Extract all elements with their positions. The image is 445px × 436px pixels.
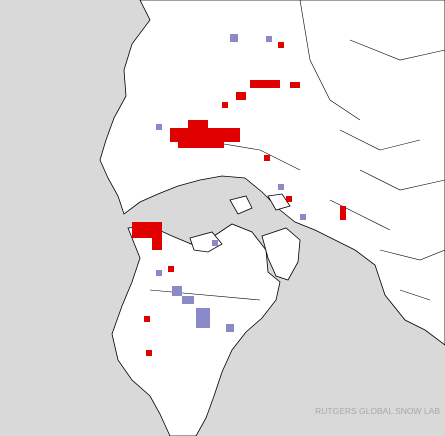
greenland xyxy=(261,227,301,281)
snow-cell xyxy=(168,266,174,272)
snow-cell xyxy=(300,214,306,220)
snow-cell xyxy=(178,140,224,148)
snow-cell xyxy=(146,350,152,356)
snow-cell xyxy=(156,124,162,130)
snow-cell xyxy=(264,155,270,161)
arctic-island xyxy=(189,231,223,253)
snow-cell xyxy=(156,270,162,276)
snow-cell xyxy=(340,206,346,220)
map-credit: RUTGERS GLOBAL SNOW LAB xyxy=(315,406,440,416)
eurasia xyxy=(99,0,445,346)
snow-cell xyxy=(266,36,272,42)
snow-cell xyxy=(222,102,228,108)
snow-cell xyxy=(290,82,300,88)
arctic-island xyxy=(267,193,291,211)
snow-cell xyxy=(172,286,182,296)
snow-cell xyxy=(132,222,162,238)
snow-cell xyxy=(188,120,208,128)
snow-gain-cells xyxy=(132,42,346,356)
snow-cell xyxy=(212,240,218,246)
snow-cell xyxy=(278,184,284,190)
snow-cell xyxy=(152,238,162,250)
snow-cell xyxy=(226,324,234,332)
snow-cell xyxy=(286,196,292,202)
snow-cell xyxy=(170,128,240,142)
snow-cell xyxy=(236,92,246,100)
snow-cell xyxy=(250,80,280,88)
snow-cell xyxy=(196,308,210,328)
snow-cell xyxy=(182,296,194,304)
north-america xyxy=(111,223,281,436)
snow-loss-cells xyxy=(156,34,306,332)
snow-cell xyxy=(278,42,284,48)
arctic-island xyxy=(229,195,253,215)
snow-cell xyxy=(230,34,238,42)
borders xyxy=(149,0,445,301)
snow-cell xyxy=(144,316,150,322)
